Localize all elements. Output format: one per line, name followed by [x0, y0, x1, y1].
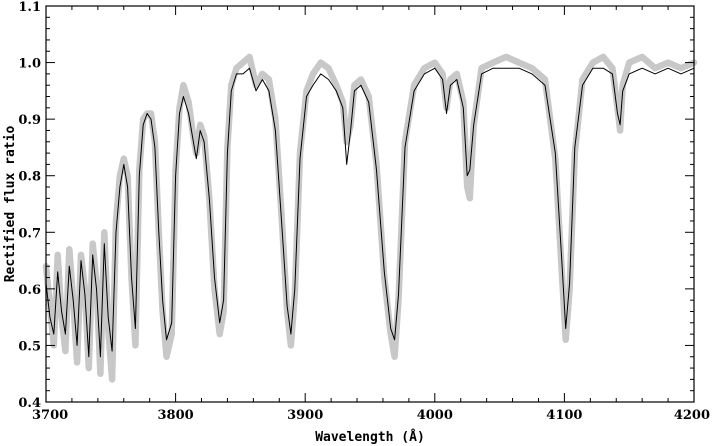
series-layer [42, 53, 698, 383]
model-spectrum-line [45, 67, 695, 358]
x-tick-label: 3800 [158, 408, 194, 423]
y-tick-label: 0.5 [18, 339, 41, 354]
y-axis-title: Rectified flux ratio [3, 126, 18, 283]
y-tick-label: 0.8 [18, 170, 41, 185]
y-tick-label: 0.7 [18, 226, 41, 241]
y-tick-label: 0.6 [18, 283, 41, 298]
tick-layer: 3700 3800 3900 4000 4100 4200 0.4 0.5 0.6 0.7 0.8 0… [18, 0, 710, 423]
x-tick-label: 3900 [287, 408, 323, 423]
plot-frame [45, 5, 695, 403]
x-tick-label: 4200 [674, 408, 710, 423]
x-tick-label: 4000 [417, 408, 453, 423]
x-axis-title: Wavelength (Å) [315, 429, 425, 445]
y-tick-label: 0.4 [18, 396, 41, 411]
y-tick-label: 0.9 [18, 113, 41, 128]
x-tick-label: 3700 [32, 408, 68, 423]
x-tick-label: 4100 [546, 408, 582, 423]
y-tick-label: 1.1 [18, 0, 41, 15]
y-tick-label: 1.0 [18, 57, 41, 72]
observed-spectrum-line [42, 53, 698, 383]
